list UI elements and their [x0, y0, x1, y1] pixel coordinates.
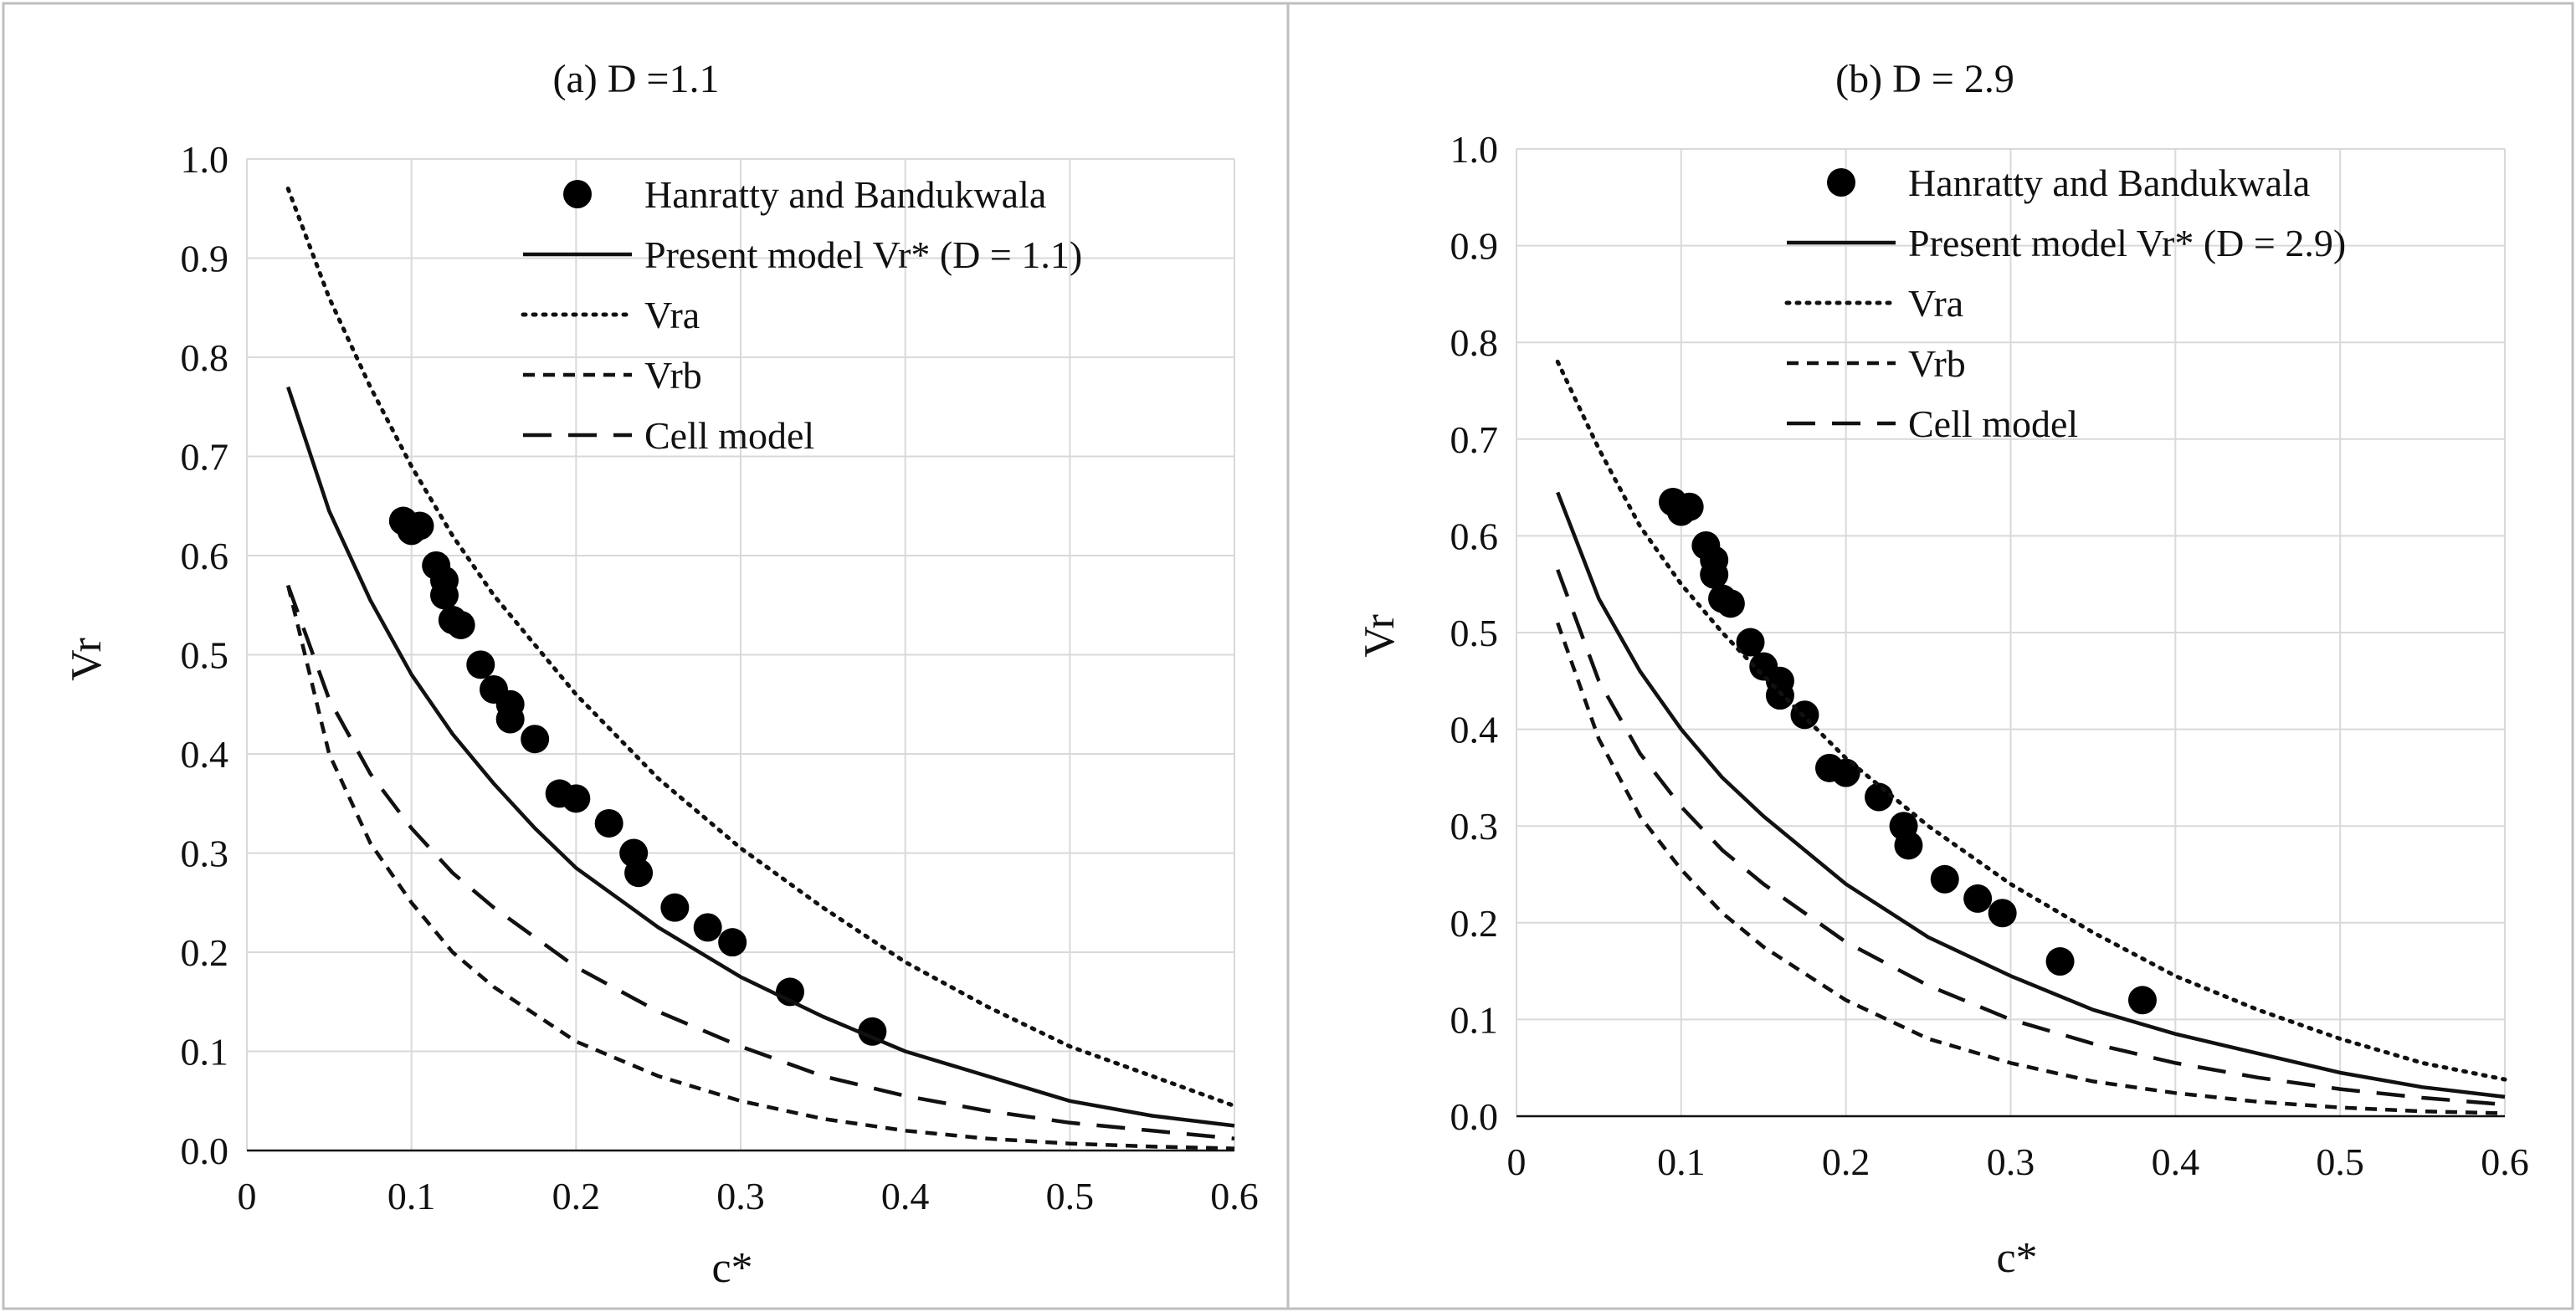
chart-panel-b: (b) D = 2.9 Vr c* 0 0.1 0.2 0.3 0.4 0.5 0.6 0.0… — [1356, 57, 2529, 1282]
x-tick-label: 0 — [1507, 1140, 1527, 1183]
data-point — [405, 511, 434, 541]
x-tick-label: 0.3 — [716, 1175, 765, 1217]
x-tick-label: 0.1 — [1657, 1140, 1706, 1183]
y-tick-label: 0.6 — [181, 535, 229, 577]
y-axis-label: Vr — [63, 638, 110, 681]
data-point — [446, 610, 475, 639]
y-tick-label: 0.8 — [181, 336, 229, 379]
legend-marker — [563, 180, 592, 208]
legend-label: Hanratty and Bandukwala — [1908, 161, 2310, 204]
y-tick-label: 0.3 — [181, 833, 229, 875]
y-tick-label: 0.1 — [1450, 998, 1499, 1041]
x-tick-label: 0.5 — [2316, 1140, 2364, 1183]
legend-label: Cell model — [1908, 402, 2078, 445]
data-point — [2045, 947, 2075, 976]
y-tick-label: 0.9 — [1450, 225, 1499, 268]
data-point — [1736, 628, 1765, 657]
y-axis-label: Vr — [1356, 614, 1403, 658]
tick-labels: 0 0.1 0.2 0.3 0.4 0.5 0.6 0.0 0.1 0.2 0.3 0.4 0.5 0.6… — [181, 138, 1259, 1217]
y-tick-label: 0.9 — [181, 238, 229, 280]
data-point — [2127, 986, 2157, 1015]
data-point — [466, 650, 495, 679]
series-line-present-model-vr-d-1-1 — [286, 386, 1235, 1128]
data-point — [693, 913, 722, 942]
data-point — [1865, 782, 1894, 812]
y-tick-label: 0.7 — [1450, 418, 1499, 461]
y-tick-label: 0.6 — [1450, 515, 1499, 557]
x-tick-label: 0.6 — [1210, 1175, 1259, 1217]
data-point — [624, 858, 654, 888]
y-tick-label: 0.2 — [181, 931, 229, 974]
data-point — [1716, 589, 1745, 618]
y-tick-label: 0.7 — [181, 436, 229, 479]
data-point — [430, 581, 459, 610]
legend-label: Cell model — [644, 414, 814, 457]
data-point — [521, 725, 550, 754]
data-point — [1831, 758, 1860, 787]
legend-marker — [1827, 168, 1855, 197]
x-axis-label: c* — [1996, 1234, 2037, 1282]
tick-labels: 0 0.1 0.2 0.3 0.4 0.5 0.6 0.0 0.1 0.2 0.3 0.4 0.5 0.6… — [1450, 128, 2529, 1183]
legend-label: Vra — [1908, 282, 1963, 325]
series-line-cell-model — [286, 584, 1235, 1141]
x-tick-label: 0.5 — [1046, 1175, 1095, 1217]
data-point — [594, 808, 623, 838]
y-tick-label: 0.5 — [1450, 612, 1499, 654]
data-point — [1930, 864, 1959, 894]
y-tick-label: 0.3 — [1450, 805, 1499, 848]
data-point — [1700, 560, 1729, 589]
series-line-present-model-vr-d-2-9 — [1556, 491, 2506, 1099]
legend-label: Vrb — [1908, 342, 1966, 385]
grid — [246, 158, 1235, 1152]
plot-area — [1555, 359, 2507, 1115]
legend-label: Vrb — [644, 354, 702, 397]
legend-label: Present model Vr* (D = 1.1) — [644, 233, 1082, 276]
plot-area — [285, 187, 1237, 1151]
data-point — [1675, 492, 1704, 521]
legend-label: Hanratty and Bandukwala — [644, 173, 1046, 216]
x-tick-label: 0.4 — [2152, 1140, 2200, 1183]
data-point — [495, 705, 525, 734]
y-tick-label: 0.5 — [181, 634, 229, 677]
chart-panel-a: (a) D =1.1 Vr c* 0 0.1 0.2 0.3 0.4 0.5 0.60.00… — [63, 57, 1259, 1292]
y-tick-label: 0.0 — [1450, 1095, 1499, 1138]
series-line-vra — [285, 187, 1237, 1109]
x-tick-label: 0.6 — [2481, 1140, 2529, 1183]
data-point — [562, 784, 591, 813]
series-line-vrb — [1556, 622, 2506, 1115]
data-point — [1894, 831, 1923, 860]
y-tick-label: 0.8 — [1450, 321, 1499, 364]
data-point — [1963, 884, 1993, 913]
legend: Hanratty and Bandukwala Present model Vr*… — [1784, 161, 2346, 445]
chart-title: (b) D = 2.9 — [1835, 57, 2014, 101]
series-line-vra — [1555, 359, 2507, 1082]
x-tick-label: 0 — [238, 1175, 257, 1217]
legend-label: Present model Vr* (D = 2.9) — [1908, 222, 2346, 264]
x-tick-label: 0.2 — [1822, 1140, 1870, 1183]
grid — [1516, 148, 2506, 1118]
legend: Hanratty and Bandukwala Present model Vr*… — [521, 173, 1082, 457]
y-tick-label: 1.0 — [181, 138, 229, 181]
series-line-vrb — [286, 585, 1235, 1151]
y-tick-label: 0.2 — [1450, 902, 1499, 945]
y-tick-label: 0.4 — [1450, 709, 1499, 751]
y-tick-label: 0.4 — [181, 733, 229, 776]
y-tick-label: 1.0 — [1450, 128, 1499, 171]
x-tick-label: 0.4 — [881, 1175, 930, 1217]
x-axis-label: c* — [711, 1244, 752, 1292]
x-tick-label: 0.1 — [387, 1175, 436, 1217]
x-tick-label: 0.2 — [552, 1175, 601, 1217]
y-tick-label: 0.0 — [181, 1130, 229, 1172]
data-point — [1988, 899, 2017, 928]
series-line-cell-model — [1556, 569, 2506, 1107]
chart-title: (a) D =1.1 — [552, 57, 719, 101]
data-point — [718, 928, 747, 957]
y-tick-label: 0.1 — [181, 1031, 229, 1074]
data-point — [660, 893, 690, 922]
legend-label: Vra — [644, 294, 700, 336]
x-tick-label: 0.3 — [1987, 1140, 2035, 1183]
